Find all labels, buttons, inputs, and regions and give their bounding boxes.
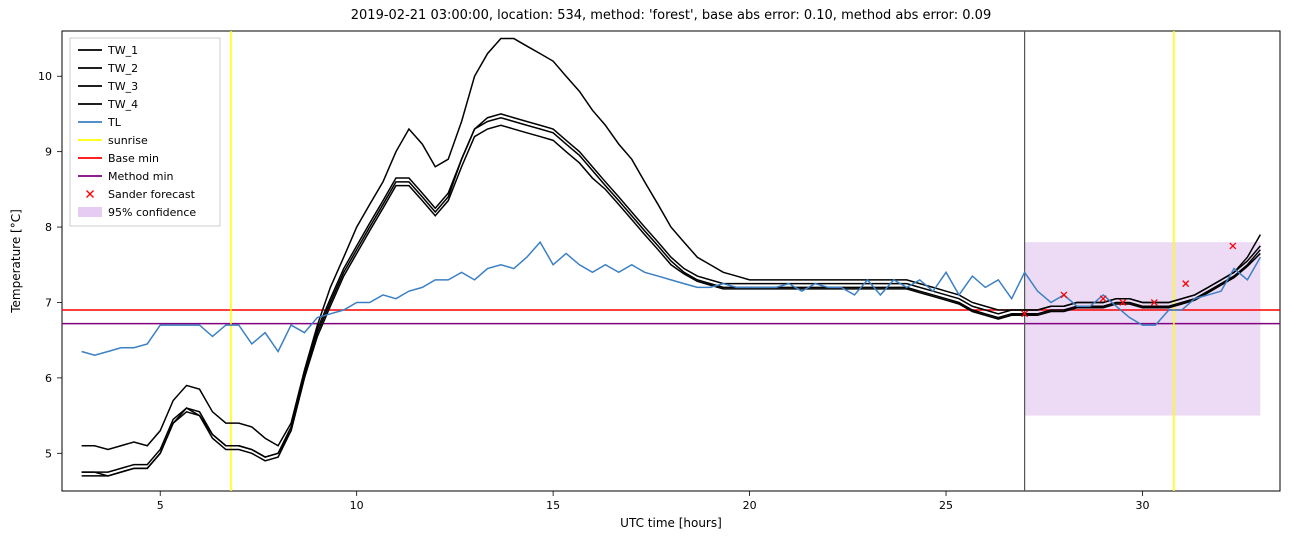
legend-label: TW_2: [107, 62, 138, 75]
legend-label: TW_4: [107, 98, 138, 111]
legend-label: TW_1: [107, 44, 138, 57]
chart-container: 5 10 15 20 25 30 5 6 7 8 9 10 UTC time [hours] Temper…: [0, 0, 1310, 547]
ytick-label: 10: [38, 70, 52, 83]
xtick-label: 15: [546, 499, 560, 512]
chart-title: 2019-02-21 03:00:00, location: 534, meth…: [351, 8, 991, 23]
y-axis-label: Temperature [°C]: [9, 209, 23, 314]
ytick-label: 6: [45, 372, 52, 385]
xtick-label: 30: [1135, 499, 1149, 512]
xtick-label: 5: [157, 499, 164, 512]
ytick-label: 9: [45, 146, 52, 159]
legend-label: Base min: [108, 152, 159, 165]
legend-label: Method min: [108, 170, 174, 183]
x-axis-label: UTC time [hours]: [620, 516, 722, 530]
legend-label: sunrise: [108, 134, 148, 147]
legend-label: 95% confidence: [108, 206, 196, 219]
chart-svg: 5 10 15 20 25 30 5 6 7 8 9 10 UTC time [hours] Temper…: [0, 0, 1310, 547]
xtick-label: 20: [743, 499, 757, 512]
xtick-label: 25: [939, 499, 953, 512]
confidence-region: [1025, 242, 1261, 415]
ytick-label: 5: [45, 447, 52, 460]
xtick-label: 10: [350, 499, 364, 512]
legend-swatch: [78, 207, 102, 217]
ytick-label: 7: [45, 296, 52, 309]
legend-label: TL: [107, 116, 122, 129]
ytick-label: 8: [45, 221, 52, 234]
legend-label: TW_3: [107, 80, 138, 93]
legend-label: Sander forecast: [108, 188, 196, 201]
